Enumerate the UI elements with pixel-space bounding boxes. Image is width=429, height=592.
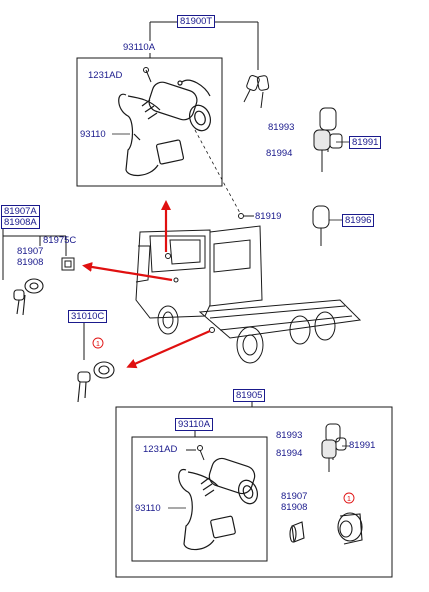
label-31010C[interactable]: 31010C	[68, 310, 108, 323]
label-81991-bottom[interactable]: 81991	[349, 440, 376, 451]
bracket-81975C	[61, 257, 75, 271]
ignition-switch-assembly-bottom	[178, 457, 259, 551]
label-81996[interactable]: 81996	[342, 214, 375, 227]
label-1231AD-top[interactable]: 1231AD	[88, 70, 123, 81]
label-81900T[interactable]: 81900T	[177, 15, 216, 28]
label-93110-bottom[interactable]: 93110	[135, 503, 161, 514]
label-93110-top[interactable]: 93110	[80, 129, 106, 140]
label-81919[interactable]: 81919	[255, 211, 282, 222]
bottom-assembly-frame	[115, 399, 393, 578]
key-pair-81993-81994-top	[313, 107, 343, 172]
label-81907-left[interactable]: 81907	[17, 246, 44, 257]
red-callout-arrows	[82, 200, 211, 369]
screw-1231AD-top	[143, 67, 152, 83]
label-81993-bottom[interactable]: 81993	[276, 430, 303, 441]
svg-text:1: 1	[347, 496, 351, 503]
label-81907-bottom[interactable]: 81907	[281, 491, 308, 502]
label-93110A-top[interactable]: 93110A	[123, 42, 156, 53]
screw-81919	[238, 213, 254, 219]
note-marker-31010C: 1	[92, 337, 104, 349]
label-81994-top[interactable]: 81994	[266, 148, 293, 159]
dashed-guide-81919	[194, 129, 241, 214]
svg-text:1: 1	[96, 341, 100, 348]
label-93110A-bottom[interactable]: 93110A	[175, 418, 214, 431]
label-81993-top[interactable]: 81993	[268, 122, 295, 133]
label-81991-top[interactable]: 81991	[349, 136, 382, 149]
label-81908A[interactable]: 81908A	[1, 216, 40, 229]
label-81975C[interactable]: 81975C	[43, 235, 77, 246]
key-pair-bottom	[321, 423, 347, 472]
label-81908-left[interactable]: 81908	[17, 257, 44, 268]
lock-cylinder-31010C	[77, 361, 115, 403]
label-1231AD-bottom[interactable]: 1231AD	[143, 444, 178, 455]
note-marker-bottom: 1	[343, 492, 355, 504]
top-assembly-frame	[76, 21, 259, 187]
ignition-switch-assembly-top	[118, 79, 211, 176]
label-81908-bottom[interactable]: 81908	[281, 502, 308, 513]
label-81994-bottom[interactable]: 81994	[276, 448, 303, 459]
lock-cylinder-bottom	[289, 521, 305, 543]
truck-illustration	[135, 225, 362, 364]
label-81905[interactable]: 81905	[233, 389, 266, 402]
screw-1231AD-bottom	[186, 445, 205, 461]
lock-housing-bottom	[337, 512, 363, 545]
key-pair-top	[243, 75, 270, 109]
key-81996	[312, 205, 330, 246]
left-group-frame	[2, 222, 67, 280]
lock-cylinder-left	[13, 278, 44, 316]
